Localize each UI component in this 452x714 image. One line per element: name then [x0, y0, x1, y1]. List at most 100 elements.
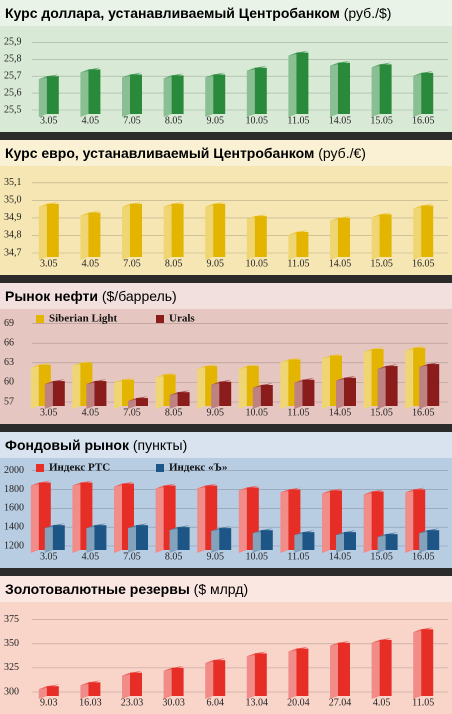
x-tick-label: 8.05 [165, 258, 183, 269]
x-tick-label: 4.05 [82, 258, 100, 269]
legend-swatch [156, 315, 164, 323]
bar-side [155, 485, 164, 553]
bar [52, 525, 65, 550]
bar [94, 525, 107, 550]
title-text: Рынок нефти [5, 288, 98, 304]
y-tick-label: 34,9 [4, 212, 22, 223]
y-tick-label: 325 [4, 662, 19, 673]
bar [46, 76, 59, 114]
bar-side [30, 482, 39, 553]
bar-side [280, 489, 289, 553]
x-tick-label: 16.05 [412, 551, 435, 562]
x-tick-label: 11.05 [287, 258, 309, 269]
y-tick-label: 57 [4, 396, 14, 407]
bar-side [86, 525, 95, 553]
bar-side [322, 355, 330, 409]
bar-side [122, 203, 130, 260]
bar-side [163, 75, 172, 117]
title-units: (руб./$) [344, 5, 392, 21]
bar-side [155, 374, 164, 409]
y-tick-label: 34,7 [4, 247, 22, 258]
bar-side [405, 347, 414, 409]
bar [171, 203, 184, 257]
bar-side [205, 203, 214, 260]
bar [177, 527, 190, 550]
bar-side [211, 528, 220, 553]
bar-side [371, 64, 380, 117]
bar-side [30, 364, 39, 409]
x-tick-label: 8.05 [165, 407, 183, 418]
bar-side [413, 205, 422, 260]
bar [385, 534, 398, 550]
title-text: Курс доллара, устанавливаемый Центробанк… [5, 5, 340, 21]
y-tick-label: 66 [4, 337, 14, 348]
bar [344, 532, 356, 550]
bar-side [80, 682, 89, 699]
bar-side [122, 74, 130, 117]
bar [260, 385, 273, 406]
bar [52, 381, 65, 406]
x-tick-label: 11.05 [412, 697, 434, 708]
legend-swatch [156, 464, 164, 472]
bar-side [246, 653, 255, 699]
bar [296, 231, 309, 257]
title-strip [0, 140, 452, 166]
x-tick-label: 7.05 [123, 258, 141, 269]
x-tick-label: 4.05 [82, 115, 100, 126]
x-tick-label: 8.05 [165, 115, 183, 126]
bar-side [419, 364, 428, 409]
bar-side [288, 52, 297, 118]
bar [338, 642, 350, 696]
x-tick-label: 23.03 [121, 697, 144, 708]
bar [130, 74, 142, 114]
bar [46, 203, 59, 257]
bar [254, 653, 267, 696]
y-tick-label: 375 [4, 614, 19, 625]
x-tick-label: 9.03 [40, 697, 58, 708]
bar [88, 682, 101, 696]
x-tick-label: 15.05 [370, 258, 393, 269]
title-units: ($/баррель) [102, 288, 177, 304]
bar-side [252, 385, 261, 409]
bar [246, 366, 259, 406]
x-tick-label: 11.05 [287, 551, 309, 562]
bar-side [377, 366, 386, 409]
bar-side [377, 534, 386, 553]
bar [213, 660, 226, 696]
bar-side [72, 362, 81, 409]
y-tick-label: 60 [4, 377, 14, 388]
bar-side [205, 660, 214, 699]
legend-label: Urals [169, 313, 195, 325]
bar [136, 398, 148, 406]
chart-title: Курс евро, устанавливаемый Центробанком … [5, 145, 366, 161]
x-tick-label: 3.05 [40, 258, 58, 269]
bar-side [80, 212, 89, 260]
x-tick-label: 13.04 [246, 697, 269, 708]
y-tick-label: 63 [4, 357, 14, 368]
x-tick-label: 14.05 [329, 407, 352, 418]
y-tick-label: 35,0 [4, 195, 22, 206]
bar [213, 203, 226, 257]
y-tick-label: 25,9 [4, 37, 22, 48]
legend-swatch [36, 464, 44, 472]
y-tick-label: 35,1 [4, 177, 22, 188]
title-strip [0, 576, 452, 602]
bar-side [330, 217, 338, 260]
bar-side [330, 62, 338, 117]
y-tick-label: 350 [4, 638, 19, 649]
title-text: Фондовый рынок [5, 437, 130, 453]
legend-label: Siberian Light [49, 313, 117, 325]
y-tick-label: 1600 [4, 503, 24, 514]
bar [296, 648, 309, 696]
x-tick-label: 16.05 [412, 115, 435, 126]
x-tick-label: 15.05 [370, 407, 393, 418]
bar [379, 64, 392, 114]
title-text: Золотовалютные резервы [5, 581, 190, 597]
bar-side [330, 642, 338, 699]
bar-side [44, 525, 53, 553]
title-text: Курс евро, устанавливаемый Центробанком [5, 145, 314, 161]
x-tick-label: 30.03 [162, 697, 185, 708]
x-tick-label: 9.05 [206, 115, 224, 126]
bar-side [288, 231, 297, 260]
